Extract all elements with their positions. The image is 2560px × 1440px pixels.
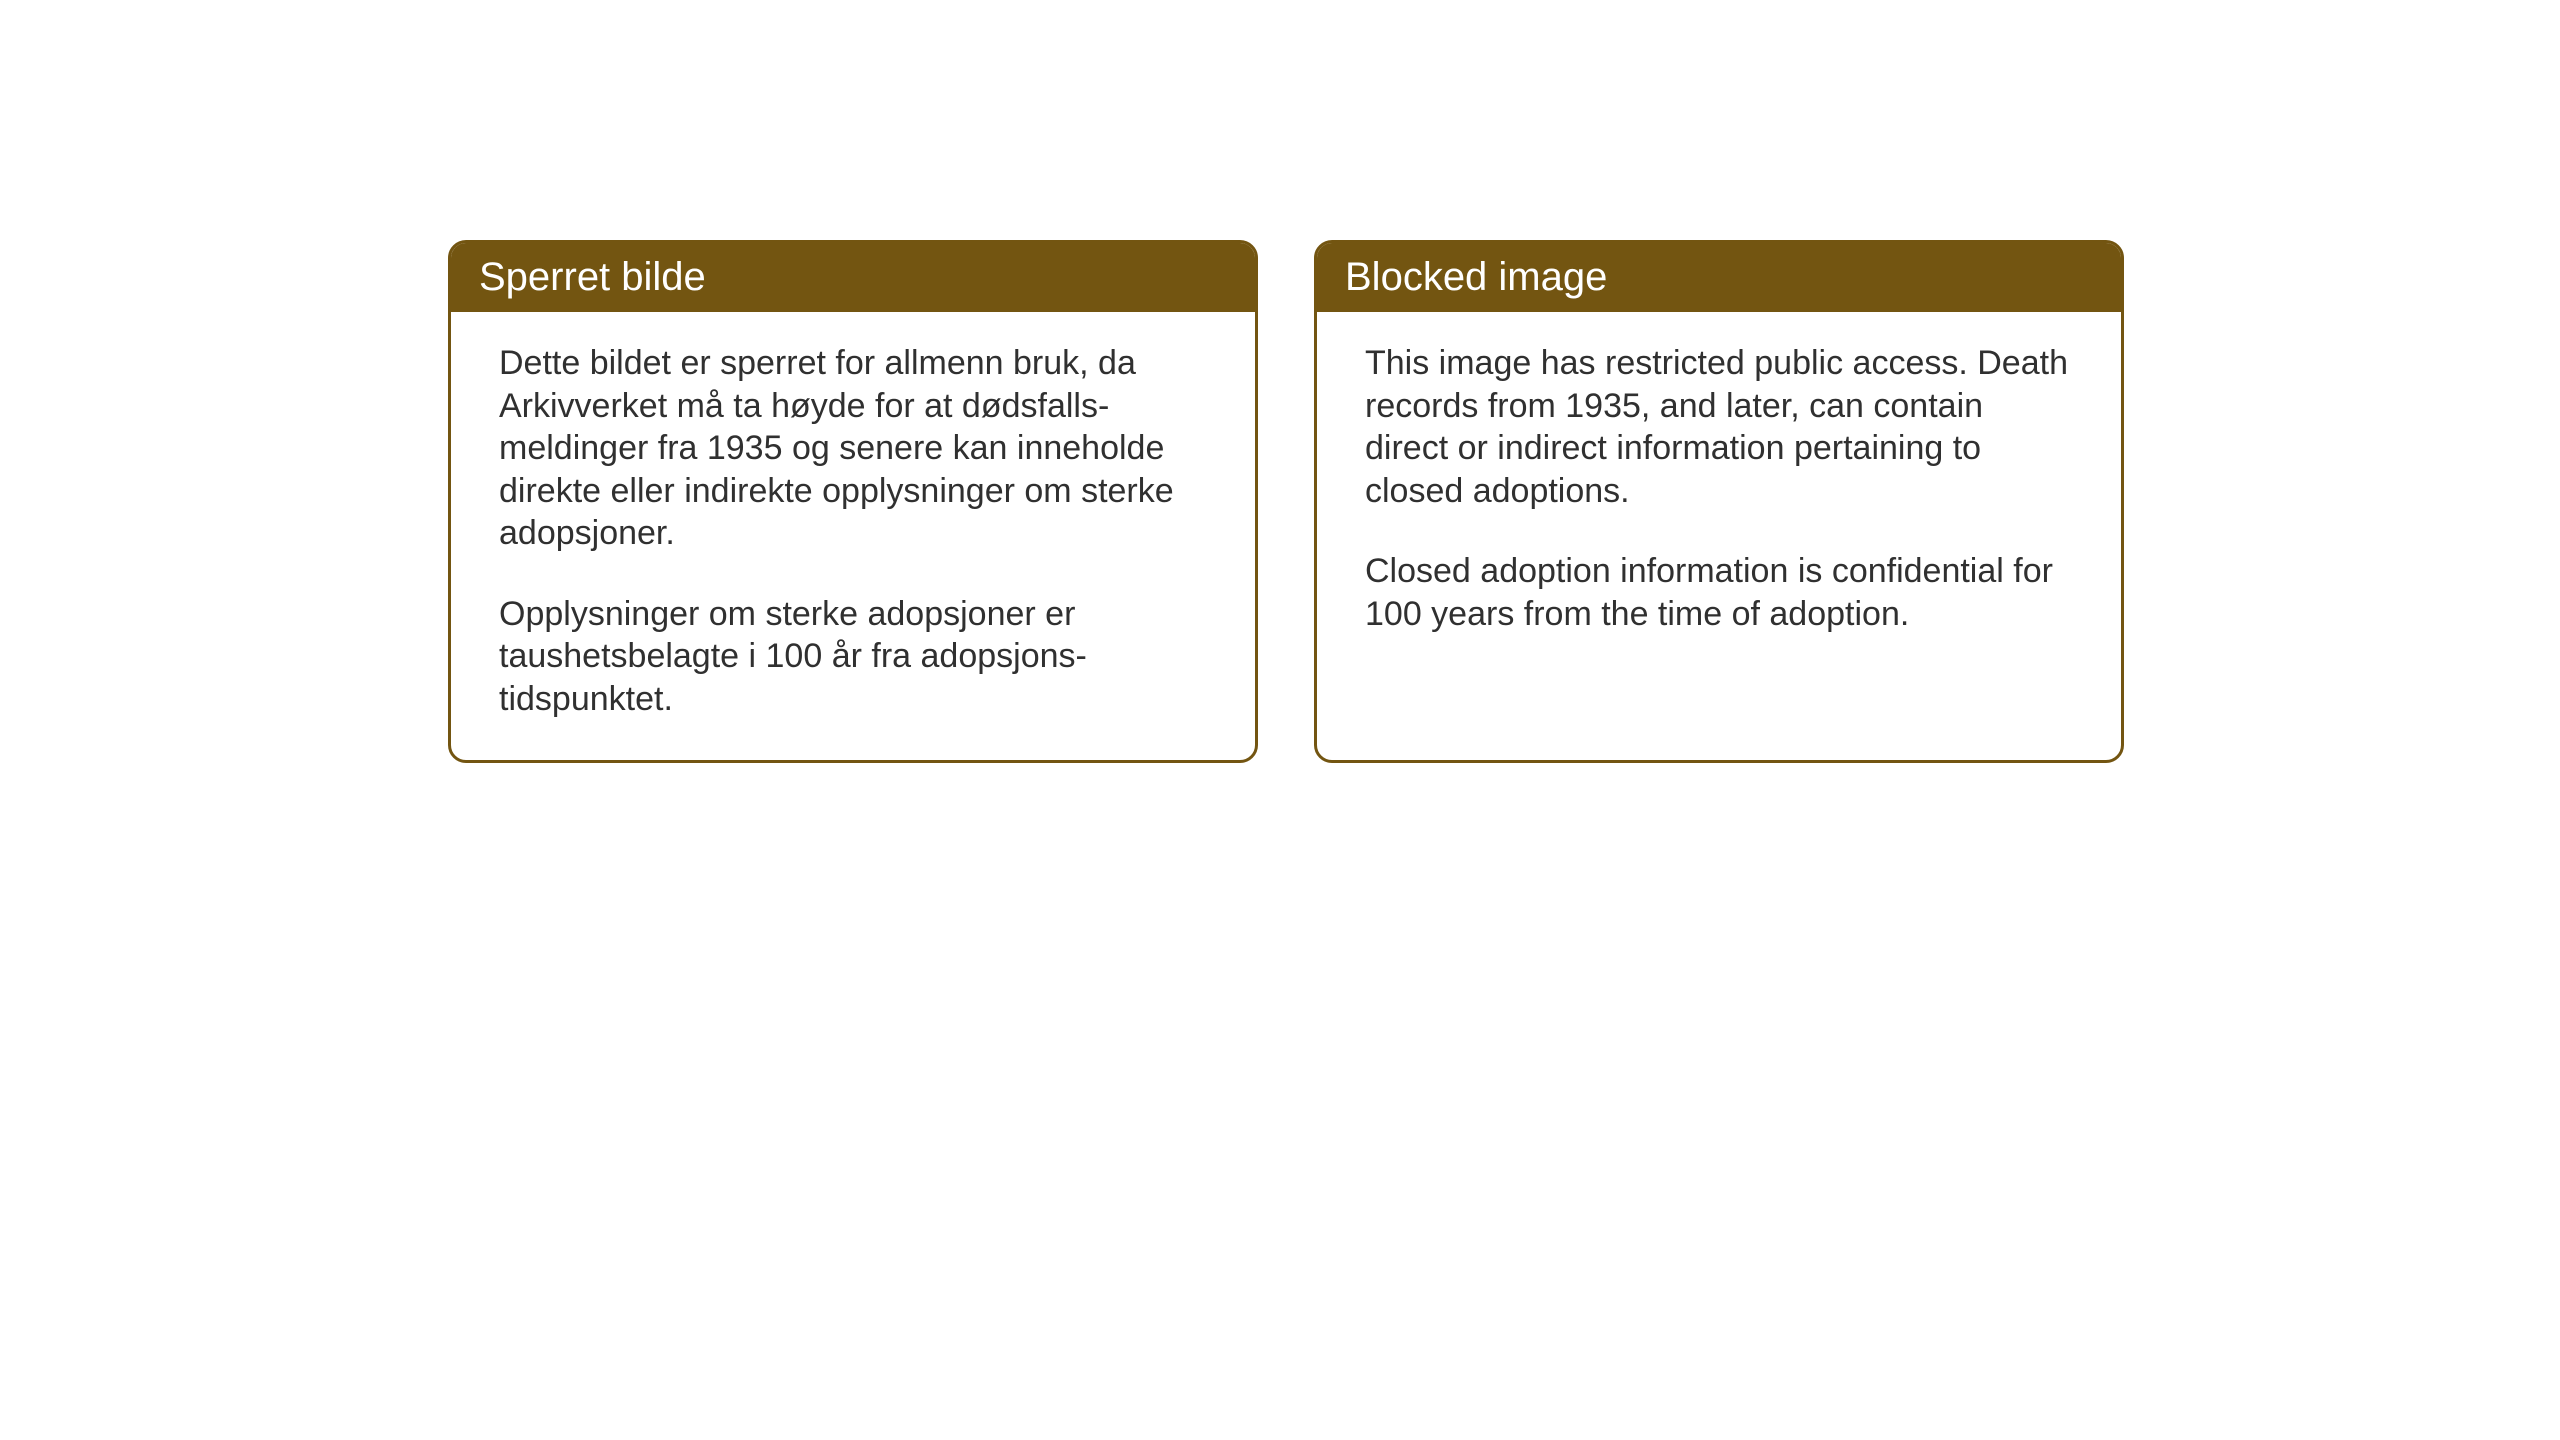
card-paragraph-norwegian-1: Dette bildet er sperret for allmenn bruk… [499,342,1207,555]
card-body-norwegian: Dette bildet er sperret for allmenn bruk… [451,312,1255,760]
card-header-norwegian: Sperret bilde [451,243,1255,312]
card-paragraph-english-1: This image has restricted public access.… [1365,342,2073,512]
notice-container: Sperret bilde Dette bildet er sperret fo… [448,240,2124,763]
card-paragraph-english-2: Closed adoption information is confident… [1365,550,2073,635]
card-title-norwegian: Sperret bilde [479,255,706,299]
card-header-english: Blocked image [1317,243,2121,312]
card-body-english: This image has restricted public access.… [1317,312,2121,675]
card-paragraph-norwegian-2: Opplysninger om sterke adopsjoner er tau… [499,593,1207,721]
notice-card-english: Blocked image This image has restricted … [1314,240,2124,763]
card-title-english: Blocked image [1345,255,1607,299]
notice-card-norwegian: Sperret bilde Dette bildet er sperret fo… [448,240,1258,763]
